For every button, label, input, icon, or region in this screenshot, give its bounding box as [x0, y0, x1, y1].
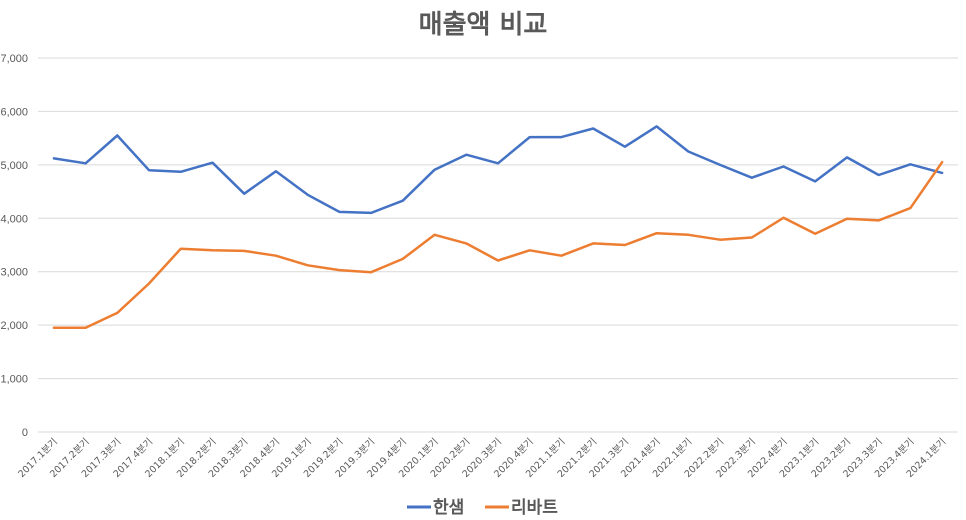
y-tick-label: 3,000	[0, 267, 28, 279]
y-tick-label: 4,000	[0, 213, 28, 225]
series-line-0	[52, 125, 944, 215]
y-tick-label: 7,000	[0, 53, 28, 65]
series-lines	[52, 125, 944, 330]
y-tick-label: 2,000	[0, 320, 28, 332]
gridlines	[38, 57, 958, 433]
y-axis-ticks: 0 1,000 2,000 3,000 4,000 5,000 6,000 7,000	[0, 53, 28, 439]
y-tick-label: 0	[22, 427, 28, 439]
y-tick-label: 6,000	[0, 106, 28, 118]
y-tick-label: 5,000	[0, 160, 28, 172]
x-axis-ticks: 2017.1분기2017.2분기2017.3분기2017.4분기2018.1분기…	[16, 436, 948, 480]
chart-title: 매출액 비교	[419, 10, 548, 40]
series-line-1	[52, 160, 944, 330]
y-tick-label: 1,000	[0, 374, 28, 386]
legend-label-1: 리바트	[511, 498, 558, 518]
legend: 한샘 리바트	[407, 498, 558, 518]
legend-label-0: 한샘	[433, 498, 464, 518]
